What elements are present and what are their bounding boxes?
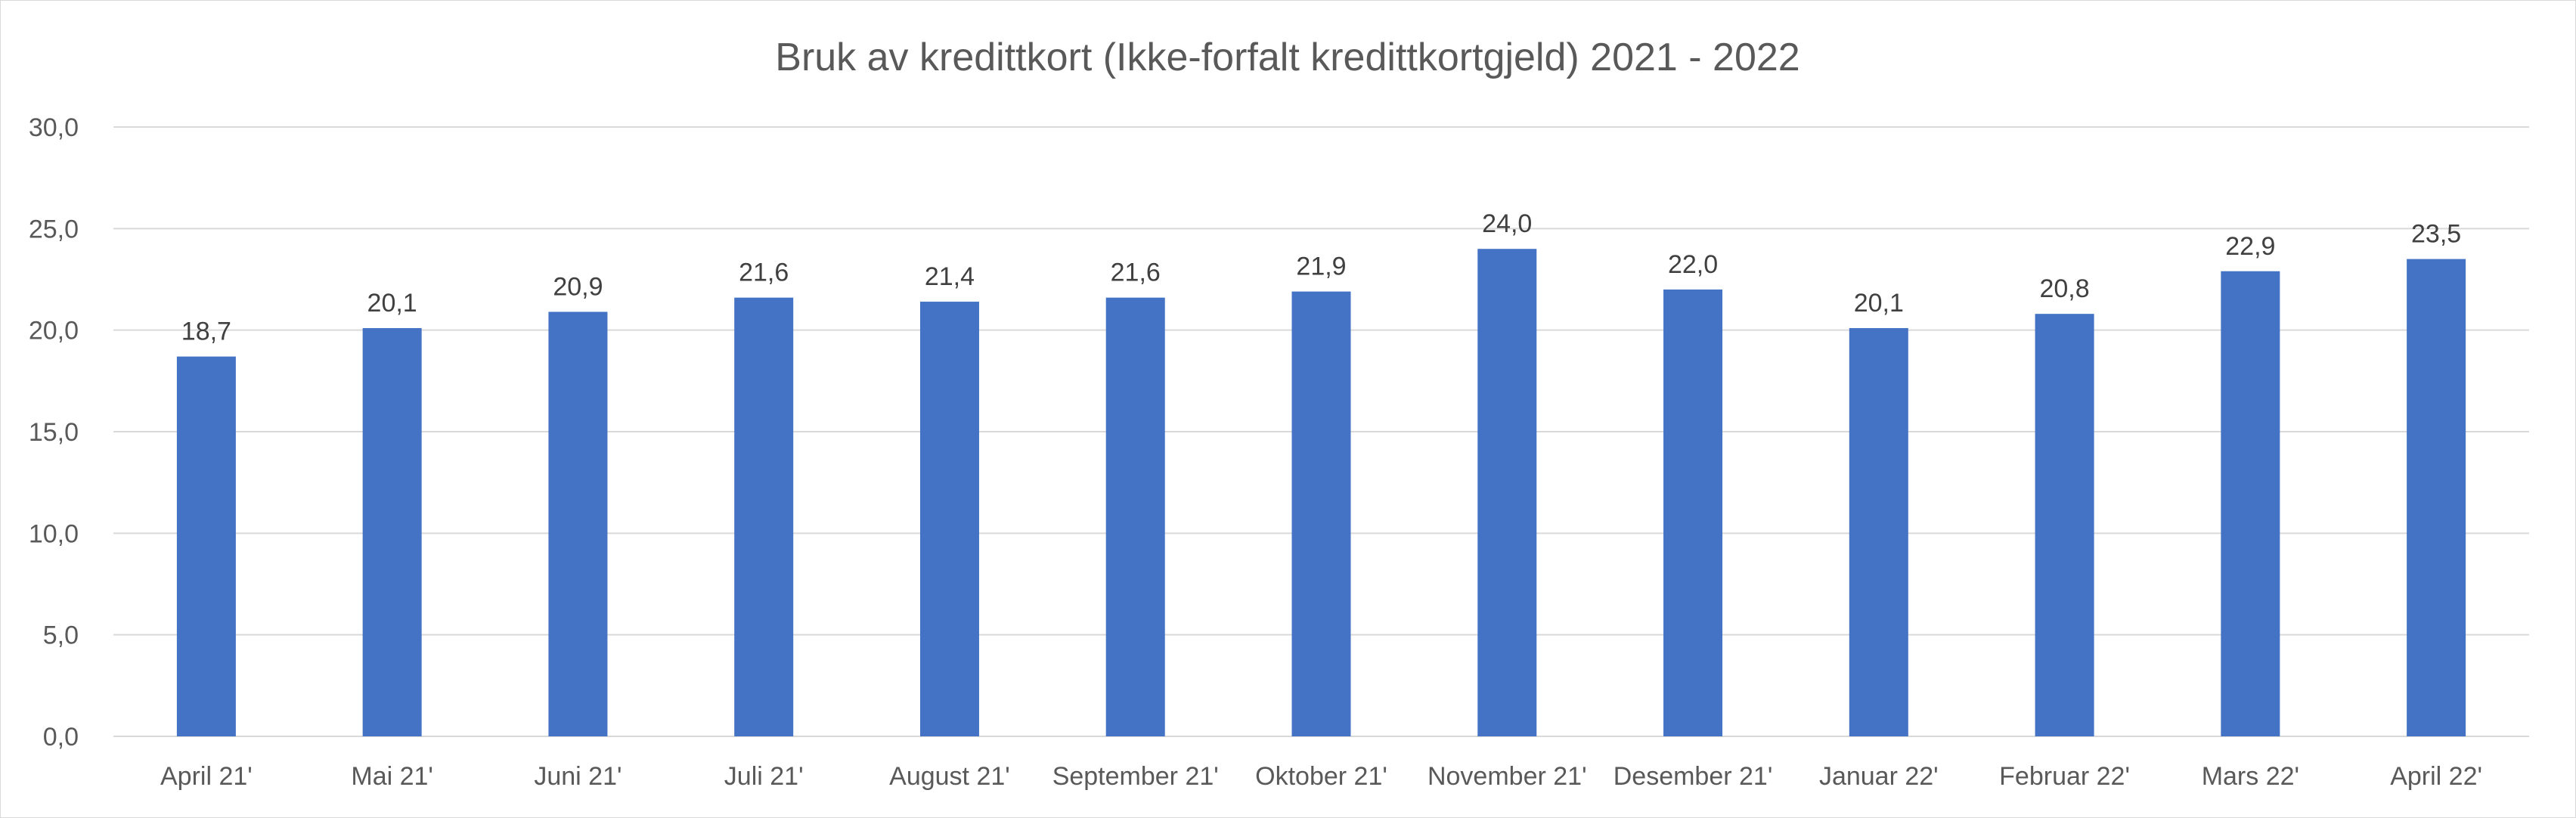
x-tick-label: Oktober 21' xyxy=(1255,762,1387,791)
bar xyxy=(1105,297,1165,736)
data-label: 18,7 xyxy=(181,318,231,346)
y-tick-label: 25,0 xyxy=(29,215,79,243)
x-axis-tick-labels: April 21' Mai 21' Juni 21' Juli 21' August 2… xyxy=(160,762,2482,791)
x-tick-label: November 21' xyxy=(1427,762,1587,791)
bar xyxy=(1663,289,1723,736)
y-tick-label: 5,0 xyxy=(43,621,79,650)
y-tick-label: 0,0 xyxy=(43,723,79,751)
y-tick-label: 15,0 xyxy=(29,418,79,447)
x-tick-label: Mars 22' xyxy=(2202,762,2299,791)
x-tick-label: September 21' xyxy=(1052,762,1219,791)
x-tick-label: April 22' xyxy=(2390,762,2482,791)
data-label: 24,0 xyxy=(1482,209,1532,238)
bars xyxy=(176,249,2466,737)
chart-title: Bruk av kredittkort (Ikke-forfalt kredit… xyxy=(775,36,1799,79)
x-tick-label: Desember 21' xyxy=(1613,762,1773,791)
data-label: 20,9 xyxy=(553,272,603,301)
x-tick-label: Februar 22' xyxy=(1999,762,2130,791)
bar xyxy=(734,297,794,736)
data-label: 20,1 xyxy=(1854,289,1904,318)
y-tick-label: 10,0 xyxy=(29,519,79,548)
x-tick-label: Mai 21' xyxy=(351,762,433,791)
data-label: 21,6 xyxy=(739,259,789,287)
data-label: 21,4 xyxy=(925,262,975,291)
bar xyxy=(1849,327,1908,737)
bar xyxy=(919,302,979,736)
data-label: 23,5 xyxy=(2411,220,2461,249)
y-tick-label: 20,0 xyxy=(29,317,79,345)
data-label: 22,9 xyxy=(2225,232,2275,261)
x-tick-label: Januar 22' xyxy=(1819,762,1939,791)
bar xyxy=(1477,249,1537,736)
bar xyxy=(176,356,236,736)
data-labels: 18,7 20,1 20,9 21,6 21,4 21,6 21,9 24,0 22,0 20,1… xyxy=(181,209,2461,345)
x-tick-label: Juni 21' xyxy=(534,762,622,791)
data-label: 20,8 xyxy=(2039,274,2089,303)
x-tick-label: April 21' xyxy=(160,762,253,791)
x-tick-label: Juli 21' xyxy=(724,762,804,791)
bar xyxy=(2035,314,2094,736)
data-label: 21,6 xyxy=(1111,259,1161,287)
bar xyxy=(362,327,422,737)
data-label: 22,0 xyxy=(1668,250,1718,279)
y-axis-tick-labels: 0,0 5,0 10,0 15,0 20,0 25,0 30,0 xyxy=(29,113,79,751)
data-label: 20,1 xyxy=(367,289,417,318)
data-label: 21,9 xyxy=(1296,253,1346,281)
bar xyxy=(1291,291,1351,736)
bar xyxy=(2407,259,2466,737)
x-tick-label: August 21' xyxy=(889,762,1010,791)
y-tick-label: 30,0 xyxy=(29,113,79,142)
bar xyxy=(548,311,608,736)
bar xyxy=(2221,271,2280,737)
